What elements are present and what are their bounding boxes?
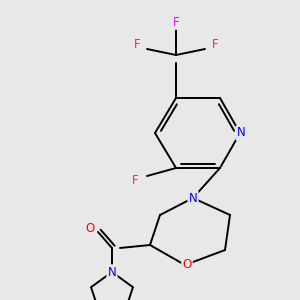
Text: N: N xyxy=(108,266,116,278)
Text: N: N xyxy=(189,191,197,205)
Text: N: N xyxy=(237,127,245,140)
Text: O: O xyxy=(85,221,94,235)
Text: F: F xyxy=(132,173,138,187)
Text: F: F xyxy=(173,16,179,28)
Text: F: F xyxy=(134,38,140,52)
Text: F: F xyxy=(212,38,218,52)
Text: O: O xyxy=(182,259,192,272)
